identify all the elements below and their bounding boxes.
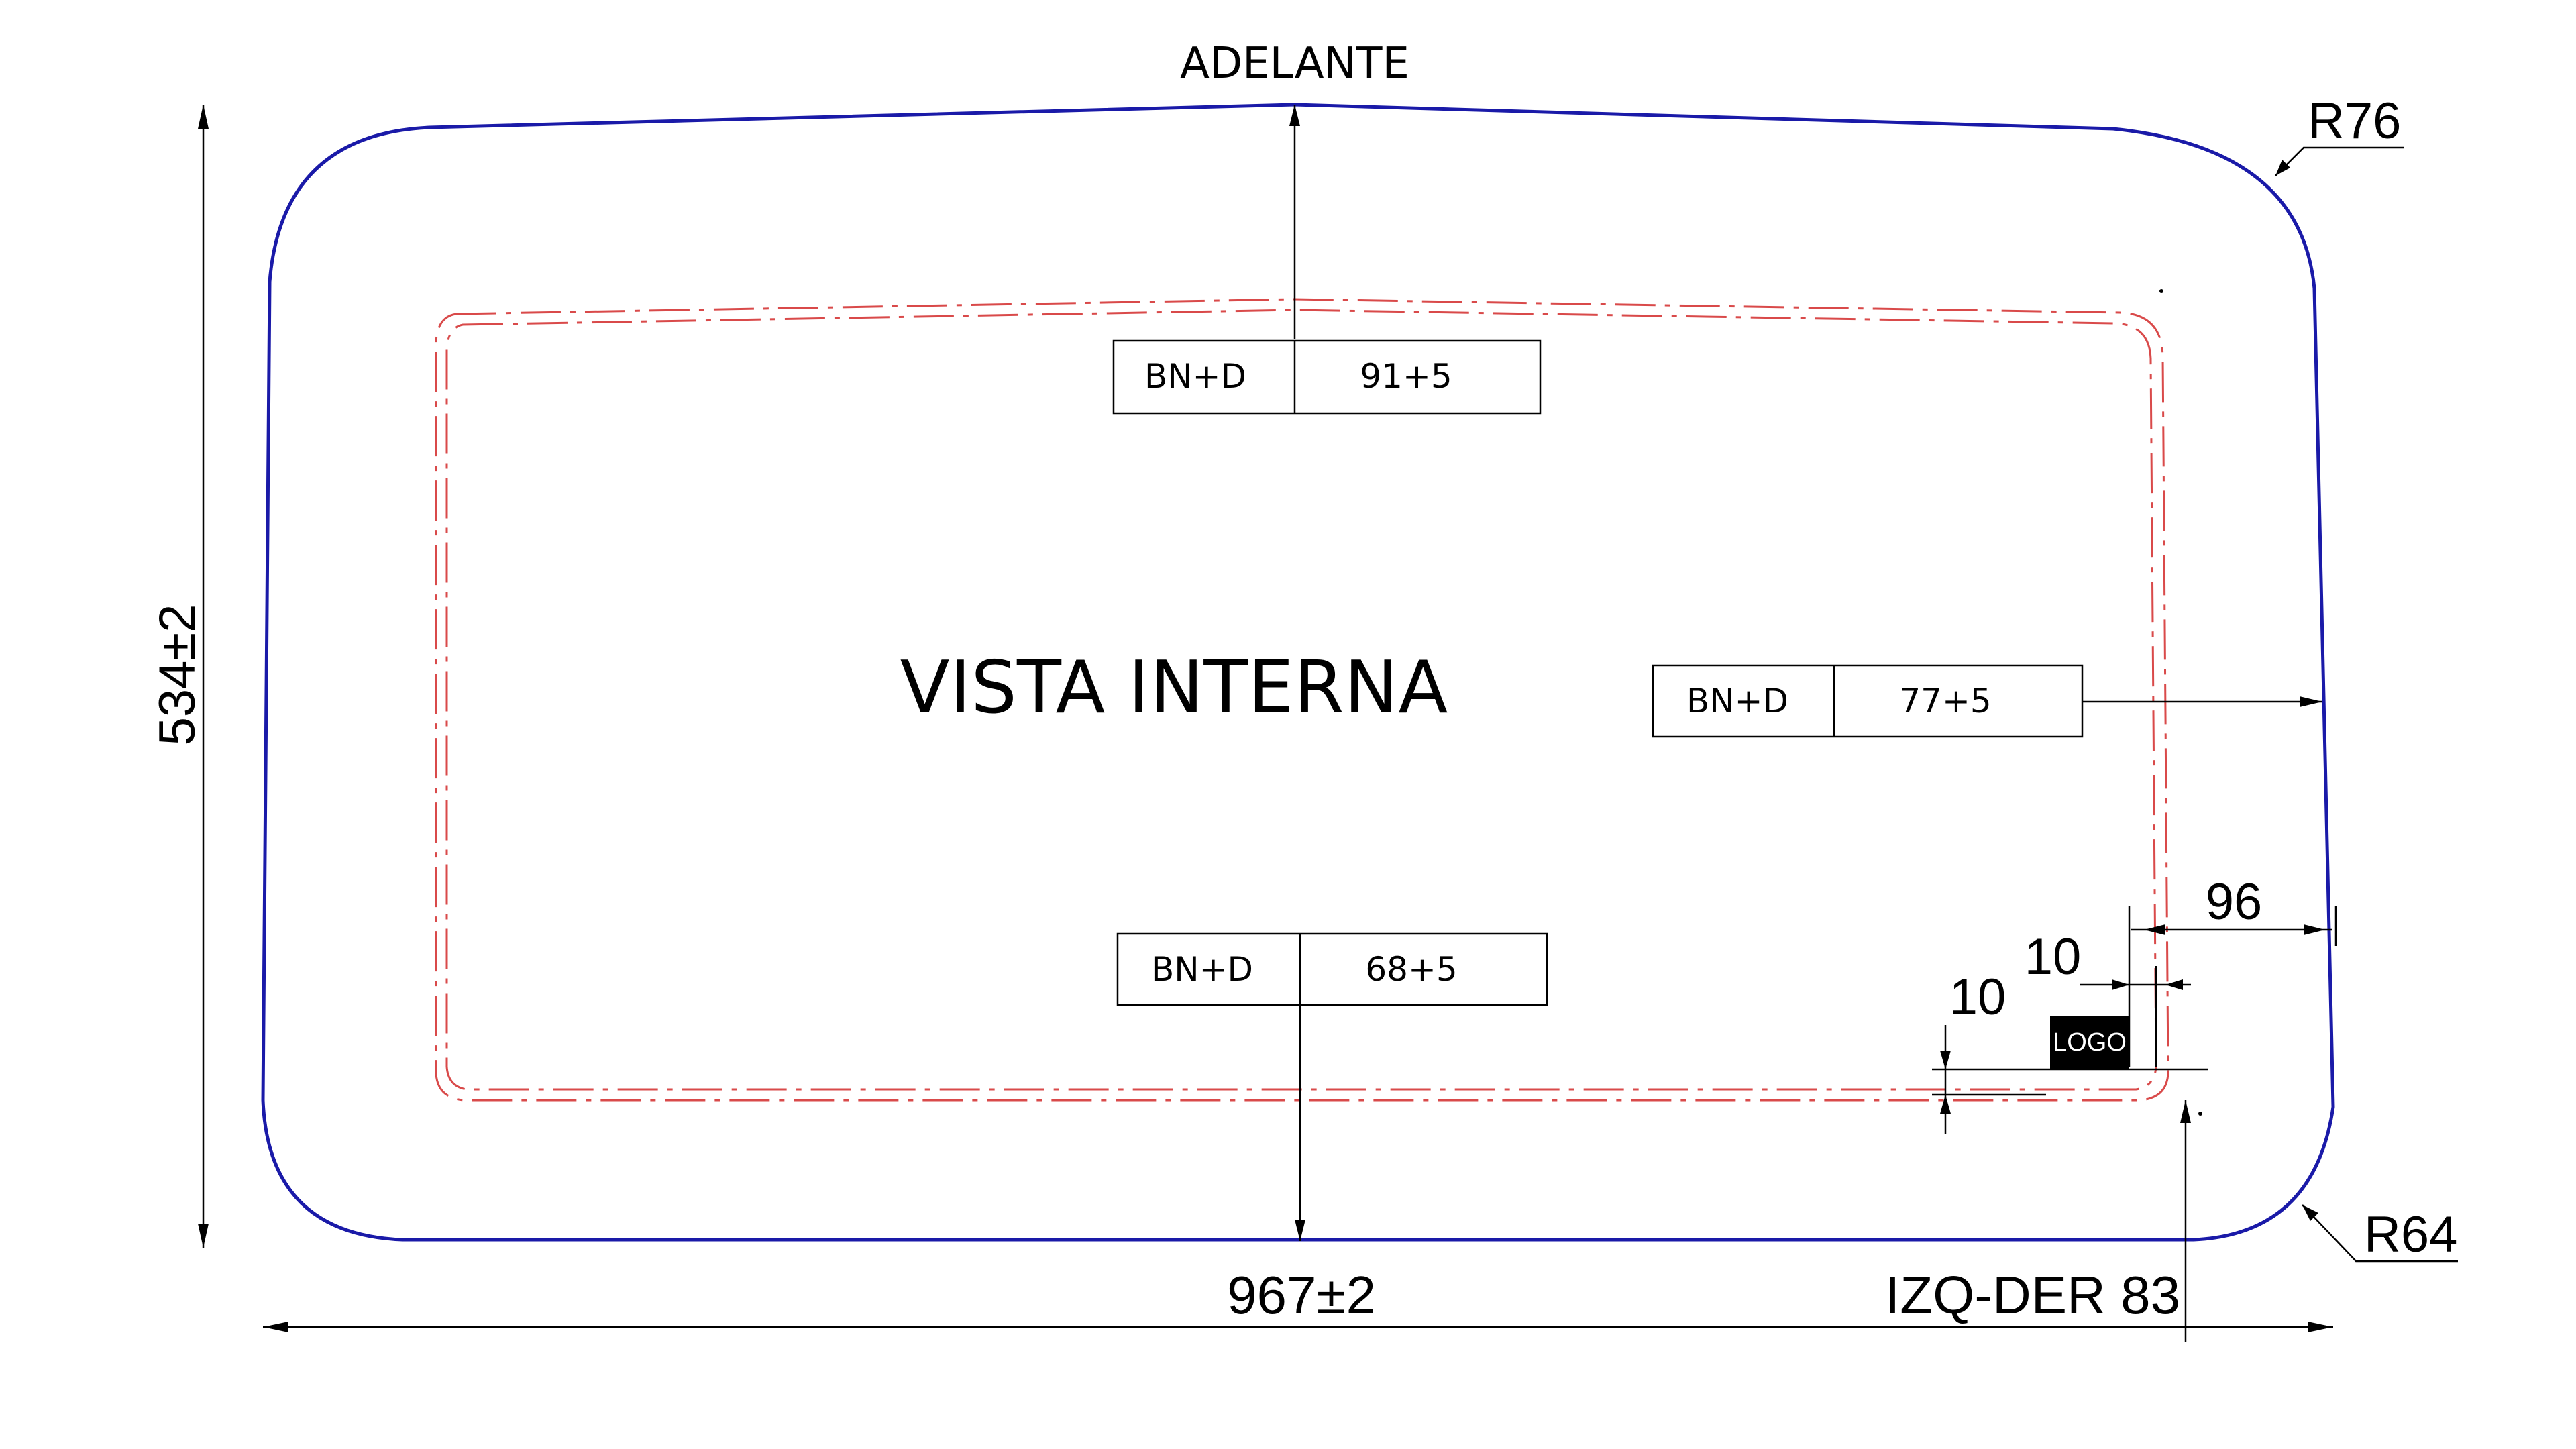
logo-offset-x-arrow	[2112, 979, 2129, 990]
front-arrowhead	[1289, 105, 1300, 126]
spec-box-bottom: BN+D 68+5	[1116, 932, 1548, 1006]
print-band-inner	[445, 309, 2157, 1091]
spec-box-top: BN+D 91+5	[1112, 339, 1542, 415]
spec-box-right-value: 77+5	[1899, 682, 1991, 720]
spec-box-bottom-value: 68+5	[1365, 950, 1457, 989]
offset-right-arrow-right	[2304, 924, 2325, 935]
logo-offset-y-arrow-top	[1940, 1051, 1951, 1069]
spec-box-right: BN+D 77+5	[1652, 664, 2084, 738]
bottom-leader-arrowhead	[1295, 1220, 1305, 1241]
radius-bottom-arrowhead	[2302, 1205, 2318, 1221]
logo-offset-x: 10	[2025, 928, 2082, 985]
side-label: IZQ-DER 83	[1885, 1265, 2180, 1325]
offset-right: 96	[2206, 873, 2263, 930]
ref-dot-bottom	[2198, 1112, 2202, 1116]
height-arrow-top	[198, 105, 209, 129]
logo-block	[2050, 1016, 2129, 1069]
offset-right-arrow-left	[2144, 924, 2165, 935]
logo-offset-y: 10	[1949, 969, 2006, 1026]
width-arrow-right	[2308, 1322, 2333, 1332]
height-dim: 534±2	[149, 604, 206, 746]
radius-bottom: R64	[2364, 1206, 2457, 1263]
width-arrow-left	[263, 1322, 288, 1332]
logo-offset-x-arrow-b	[2165, 979, 2183, 990]
radius-top-arrowhead	[2275, 160, 2290, 176]
print-band-outer	[435, 298, 2169, 1102]
glass-outline	[261, 103, 2335, 1242]
ref-dot-top	[2159, 289, 2163, 293]
radius-bottom-leader	[2302, 1204, 2458, 1263]
right-leader-arrowhead	[2300, 696, 2322, 707]
spec-box-top-code: BN+D	[1144, 357, 1246, 396]
direction-label: ADELANTE	[1180, 39, 1409, 89]
spec-box-top-value: 91+5	[1360, 357, 1452, 396]
spec-box-bottom-code: BN+D	[1151, 950, 1253, 989]
radius-top-leader	[2275, 146, 2404, 176]
spec-box-right-code: BN+D	[1686, 682, 1788, 720]
side-arrowhead	[2180, 1100, 2191, 1123]
view-title: VISTA INTERNA	[900, 646, 1448, 730]
radius-top: R76	[2308, 93, 2401, 150]
width-dim: 967±2	[1227, 1265, 1376, 1325]
logo-offset-y-arrow-bottom	[1940, 1095, 1951, 1114]
height-arrow-bottom	[198, 1224, 209, 1248]
logo-text: LOGO	[2053, 1028, 2127, 1057]
